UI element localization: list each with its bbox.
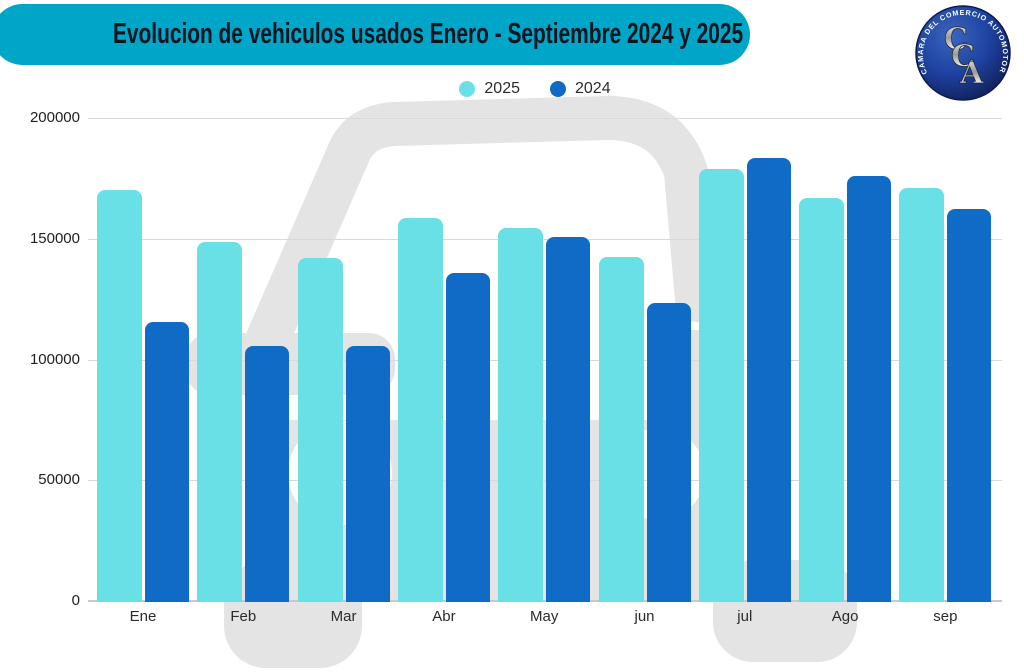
x-axis-label-Mar: Mar: [330, 608, 357, 625]
y-tick-label-50000: 50000: [38, 471, 80, 488]
bar-2025-sep: [899, 188, 945, 602]
bar-2024-May: [546, 236, 591, 602]
logo-letter-a: A: [959, 56, 984, 91]
legend: 2025 2024: [300, 77, 770, 101]
legend-item-2025: 2025: [459, 80, 520, 98]
bar-2025-Feb: [197, 242, 243, 602]
bar-2024-Feb: [245, 346, 290, 602]
bar-2024-Mar: [345, 346, 390, 602]
y-tick-label-150000: 150000: [29, 230, 80, 247]
gridline-200000: [88, 118, 1002, 119]
bar-2024-sep: [947, 208, 992, 602]
bar-2024-Ene: [145, 322, 189, 602]
cca-logo: CAMARA DEL COMERCIO AUTOMOTOR C C A: [915, 5, 1011, 101]
bar-2025-Ago: [799, 197, 845, 602]
logo-letter-c1: C: [944, 22, 968, 57]
y-tick-label-200000: 200000: [29, 109, 80, 126]
gridline-50000: [88, 480, 1002, 481]
bar-2024-Ago: [847, 176, 892, 602]
bar-2025-jun: [598, 256, 644, 602]
x-axis-label-May: May: [530, 608, 559, 625]
legend-dot-2025: [459, 81, 476, 97]
bar-2024-jun: [646, 302, 691, 602]
title-banner: Evolucion de vehiculos usados Enero - Se…: [0, 4, 750, 65]
gridline-100000: [88, 360, 1002, 361]
chart-title: Evolucion de vehiculos usados Enero - Se…: [112, 17, 744, 50]
bar-2025-Abr: [397, 218, 443, 602]
bar-2025-Ene: [97, 190, 142, 602]
x-axis-label-Abr: Abr: [432, 608, 456, 625]
bar-2025-jul: [698, 168, 744, 602]
logo-letter-c2: C: [951, 39, 975, 74]
legend-item-2024: 2024: [550, 80, 611, 98]
x-axis-label-Ene: Ene: [129, 608, 157, 625]
bar-2025-May: [498, 227, 544, 602]
x-axis-line: [88, 600, 1002, 602]
x-axis-label-jun: jun: [634, 608, 655, 625]
logo-circle: [915, 5, 1011, 101]
bar-2024-jul: [746, 157, 791, 602]
y-tick-label-0: 0: [71, 592, 80, 609]
bar-2024-Abr: [445, 272, 490, 602]
x-axis-label-Ago: Ago: [831, 608, 859, 625]
x-axis-label-sep: sep: [933, 608, 958, 625]
x-axis-label-Feb: Feb: [230, 608, 257, 625]
bar-2025-Mar: [297, 258, 343, 602]
x-axis-label-jul: jul: [737, 608, 753, 625]
y-tick-label-100000: 100000: [29, 351, 80, 368]
legend-dot-2024: [550, 81, 566, 97]
gridline-150000: [88, 239, 1002, 240]
legend-label: 2025: [484, 80, 520, 97]
legend-label: 2024: [575, 80, 611, 97]
